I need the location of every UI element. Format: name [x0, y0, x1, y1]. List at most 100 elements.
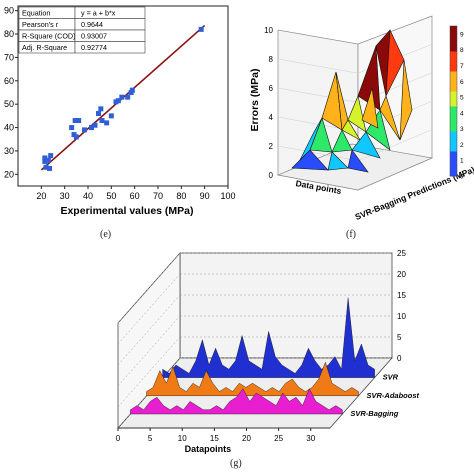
- colorbar-segment: [450, 141, 457, 147]
- colorbar-tick-label: 7: [460, 63, 464, 70]
- x-tick-label: 40: [83, 191, 93, 201]
- colorbar-segment: [450, 71, 457, 77]
- colorbar-segment: [450, 166, 457, 172]
- surface-facet: [347, 149, 369, 173]
- series-label: SVR: [383, 373, 399, 382]
- z-tick-label: 15: [397, 291, 406, 300]
- x-tick-label: 20: [242, 434, 251, 443]
- colorbar-tick-label: 9: [460, 31, 464, 38]
- data-point: [42, 155, 48, 161]
- surface-facet: [341, 119, 361, 141]
- stats-key: R-Square (COD): [22, 32, 76, 41]
- y-tick-label: 90: [4, 6, 14, 16]
- data-point: [119, 94, 125, 100]
- z-tick-label: 20: [397, 270, 406, 279]
- colorbar-segment: [450, 161, 457, 167]
- colorbar-segment: [450, 126, 457, 132]
- data-point: [98, 106, 104, 112]
- surface-facet: [361, 87, 379, 129]
- colorbar-segment: [450, 101, 457, 107]
- colorbar-segment: [450, 31, 457, 37]
- z-gridline-side: [117, 273, 181, 345]
- series-label: SVR-Adaboost: [367, 391, 420, 400]
- surface-facet: [379, 95, 401, 141]
- series-area: [162, 297, 375, 378]
- colorbar-tick-label: 8: [460, 47, 464, 54]
- z-gridline-side: [117, 294, 181, 366]
- colorbar-segment: [450, 41, 457, 47]
- data-point: [104, 120, 110, 126]
- z-gridline-side: [117, 336, 181, 408]
- surface-facet: [351, 131, 381, 159]
- x-tick-label: 20: [36, 191, 46, 201]
- z-tick-label: 5: [397, 333, 402, 342]
- colorbar-segment: [450, 66, 457, 72]
- z-tick-label: 10: [264, 26, 273, 35]
- data-point: [125, 94, 131, 100]
- colorbar-segment: [450, 81, 457, 87]
- x-tick-label: 100: [220, 191, 235, 201]
- colorbar-segment: [450, 146, 457, 152]
- colorbar-segment: [450, 111, 457, 117]
- z-gridline-side: [117, 252, 181, 324]
- x-tick-label: 50: [106, 191, 116, 201]
- stats-cell: [74, 41, 146, 54]
- colorbar-segment: [450, 36, 457, 42]
- z-tick-label: 2: [269, 142, 274, 151]
- colorbar-segment: [450, 171, 457, 177]
- data-point: [69, 125, 75, 131]
- x-axis-label: Datapoints: [185, 444, 232, 454]
- stats-key: Equation: [22, 9, 50, 18]
- wall-gridline: [277, 58, 359, 74]
- data-point: [108, 113, 114, 119]
- data-point: [128, 89, 134, 95]
- plot-frame: [17, 5, 229, 187]
- x-tick-label: 15: [210, 434, 219, 443]
- data-point: [47, 165, 52, 171]
- colorbar-segment: [450, 136, 457, 142]
- colorbar-tick-label: 5: [460, 95, 464, 102]
- colorbar-segment: [450, 116, 457, 122]
- wall-gridline: [357, 129, 433, 162]
- colorbar-segment: [450, 26, 457, 32]
- x-tick-label: 10: [178, 434, 187, 443]
- colorbar-segment: [450, 51, 457, 57]
- data-point: [99, 118, 105, 124]
- scatter-chart-e: 20 30 40 50 60 70 80 90 100 20 30 40 50 60 70 80 90 Exper…: [4, 5, 236, 217]
- stats-value: 0.92774: [81, 43, 107, 52]
- colorbar-segment: [450, 131, 457, 137]
- data-point: [45, 157, 51, 163]
- z-tick-label: 4: [269, 113, 274, 122]
- y-tick-label: 40: [4, 123, 14, 133]
- z-tick-label: 10: [397, 312, 406, 321]
- stats-value: y = a + b*x: [81, 9, 116, 18]
- stats-key: Adj. R-Square: [22, 43, 67, 52]
- x-tick-label: 5: [148, 434, 153, 443]
- x-tick-label: 30: [306, 434, 315, 443]
- surface-facet: [327, 151, 349, 171]
- surface-facet: [399, 59, 413, 141]
- stats-value: 0.93007: [81, 32, 107, 41]
- colorbar-segment: [450, 61, 457, 67]
- stats-value: 0.9644: [81, 20, 103, 29]
- colorbar-tick-label: 3: [460, 126, 464, 133]
- x-tick-label: 70: [153, 191, 163, 201]
- colorbar-tick-label: 1: [460, 158, 464, 165]
- colorbar-segment: [450, 96, 457, 102]
- y-tick-label: 20: [4, 169, 14, 179]
- colorbar-segment: [450, 156, 457, 162]
- data-point: [115, 98, 121, 104]
- z-axis-label: Errors (MPa): [249, 68, 261, 131]
- z-tick-label: 25: [397, 250, 406, 258]
- data-point: [96, 111, 101, 117]
- colorbar-segment: [450, 91, 457, 97]
- z-tick-label: 8: [269, 55, 274, 64]
- z-gridline-side: [117, 315, 181, 387]
- data-point: [89, 125, 94, 131]
- y-tick-label: 60: [4, 76, 14, 86]
- x-axis-label: Experimental values (MPa): [60, 205, 193, 217]
- colorbar-tick-label: 4: [460, 110, 464, 117]
- x-tick-label: 80: [176, 191, 186, 201]
- z-gridline-side: [117, 357, 181, 429]
- surface-facet: [331, 129, 353, 153]
